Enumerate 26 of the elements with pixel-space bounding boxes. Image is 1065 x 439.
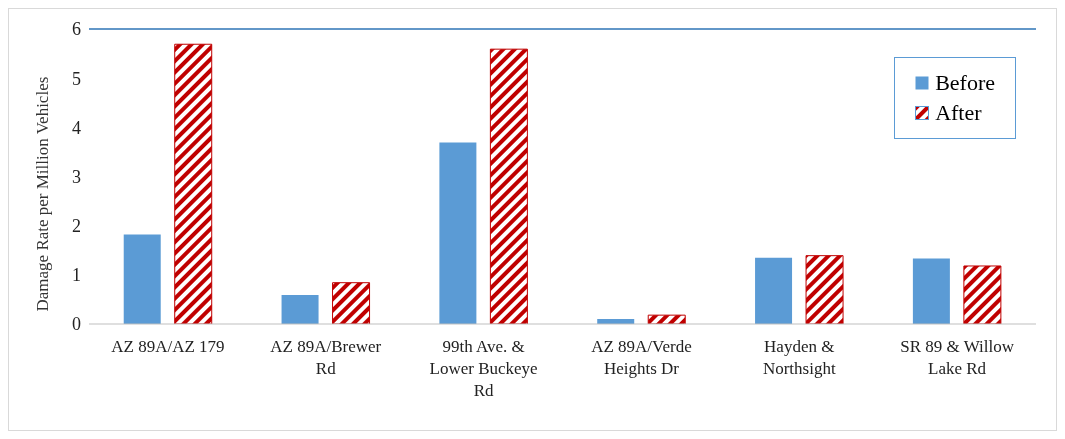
y-tick-label: 4 [72, 117, 81, 138]
bar [489, 48, 528, 324]
bar [963, 265, 1002, 324]
x-tick-label: 99th Ave. & Lower Buckeye Rd [429, 337, 538, 400]
y-tick-label: 6 [72, 19, 81, 40]
y-tick-label: 5 [72, 68, 81, 89]
bar [439, 142, 477, 324]
y-tick-label: 0 [72, 314, 81, 335]
x-tick-label: AZ 89A/AZ 179 [111, 337, 225, 356]
bar [281, 294, 319, 324]
bar [912, 258, 950, 324]
y-tick-label: 1 [72, 265, 81, 286]
y-axis-title: Damage Rate per Million Vehicles [33, 76, 53, 312]
bar [123, 234, 161, 324]
bar [805, 255, 844, 324]
bar [174, 43, 213, 324]
y-tick-label: 2 [72, 216, 81, 237]
bar [332, 282, 371, 324]
x-tick-label: AZ 89A/Verde Heights Dr [591, 337, 692, 378]
legend-label: Before [935, 70, 995, 96]
y-tick-label: 3 [72, 166, 81, 187]
x-tick-label: AZ 89A/Brewer Rd [270, 337, 382, 378]
bar [755, 257, 793, 324]
legend-label: After [935, 100, 982, 126]
x-tick-label: Hayden & Northsight [762, 337, 836, 378]
x-tick-label: SR 89 & Willow Lake Rd [900, 337, 1015, 378]
